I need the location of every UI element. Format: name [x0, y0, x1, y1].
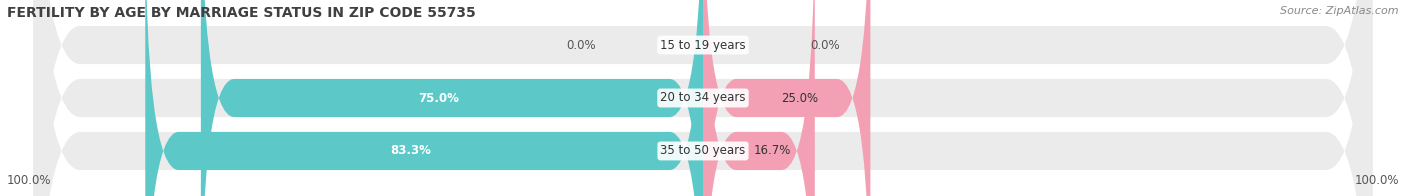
FancyBboxPatch shape [201, 0, 703, 196]
FancyBboxPatch shape [34, 0, 1372, 196]
Text: 100.0%: 100.0% [1354, 174, 1399, 187]
Text: 15 to 19 years: 15 to 19 years [661, 39, 745, 52]
Text: 16.7%: 16.7% [754, 144, 792, 157]
FancyBboxPatch shape [145, 0, 703, 196]
Text: 35 to 50 years: 35 to 50 years [661, 144, 745, 157]
Text: 20 to 34 years: 20 to 34 years [661, 92, 745, 104]
Text: Source: ZipAtlas.com: Source: ZipAtlas.com [1281, 6, 1399, 16]
Text: 100.0%: 100.0% [7, 174, 52, 187]
Text: 75.0%: 75.0% [418, 92, 458, 104]
Text: 25.0%: 25.0% [782, 92, 818, 104]
FancyBboxPatch shape [703, 0, 870, 196]
Text: 83.3%: 83.3% [391, 144, 432, 157]
FancyBboxPatch shape [703, 0, 815, 196]
Text: 0.0%: 0.0% [810, 39, 839, 52]
FancyBboxPatch shape [34, 0, 1372, 196]
Text: FERTILITY BY AGE BY MARRIAGE STATUS IN ZIP CODE 55735: FERTILITY BY AGE BY MARRIAGE STATUS IN Z… [7, 6, 475, 20]
Text: 0.0%: 0.0% [567, 39, 596, 52]
FancyBboxPatch shape [34, 0, 1372, 196]
